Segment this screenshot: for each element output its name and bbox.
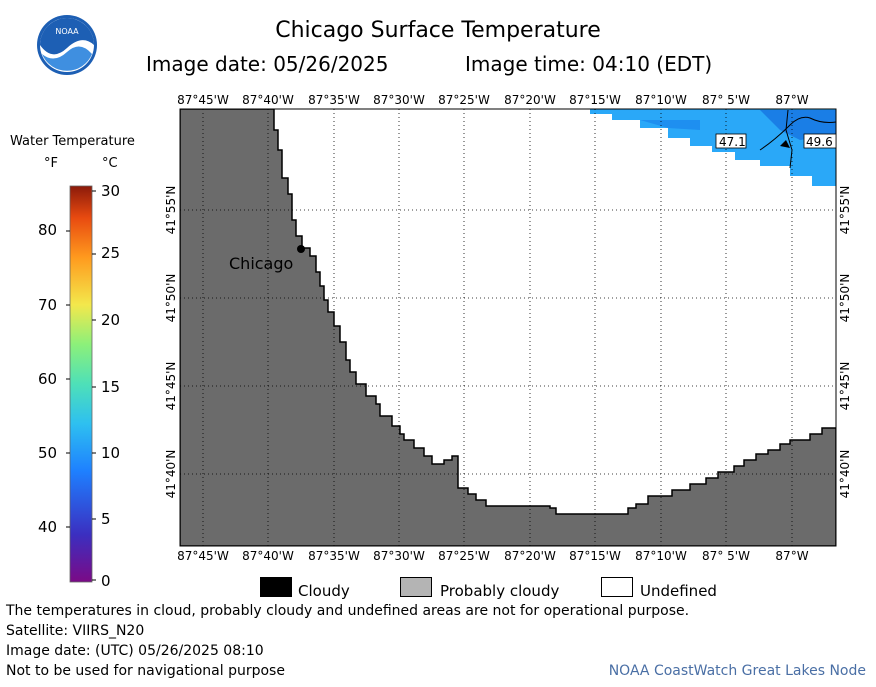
- legend-title: Water Temperature: [10, 134, 135, 149]
- footer-note: The temperatures in cloud, probably clou…: [6, 603, 690, 619]
- lon-label-bottom: 87°25'W: [438, 549, 490, 563]
- lon-label-bottom: 87°10'W: [635, 549, 687, 563]
- key-probably-cloudy-swatch: [400, 577, 432, 597]
- lon-label-bottom: 87°40'W: [242, 549, 294, 563]
- image-date: Image date: 05/26/2025: [146, 52, 389, 76]
- lat-label-left: 41°40'N: [164, 450, 178, 499]
- lon-label-bottom: 87° 5'W: [702, 549, 750, 563]
- legend-c-tick: 20: [101, 311, 121, 329]
- footer-satellite: Satellite: VIIRS_N20: [6, 623, 145, 639]
- lon-label-top: 87°15'W: [569, 93, 621, 107]
- legend-c-tick: 25: [101, 244, 121, 262]
- page-title: Chicago Surface Temperature: [275, 18, 601, 43]
- lat-label-left: 41°55'N: [164, 186, 178, 235]
- lon-label-bottom: 87°20'W: [504, 549, 556, 563]
- temp-label: 47.1: [719, 135, 746, 149]
- temp-label: 49.6: [806, 135, 833, 149]
- lat-label-right: 41°50'N: [838, 274, 852, 323]
- lon-label-top: 87° 5'W: [702, 93, 750, 107]
- lon-label-bottom: 87°15'W: [569, 549, 621, 563]
- lat-label-right: 41°40'N: [838, 450, 852, 499]
- chicago-marker: [297, 245, 305, 253]
- legend-unit-c: °C: [102, 156, 118, 171]
- lon-label-top: 87°30'W: [373, 93, 425, 107]
- footer-nav-warning: Not to be used for navigational purpose: [6, 663, 285, 679]
- legend-c-tick: 0: [101, 572, 111, 590]
- lon-label-bottom: 87°35'W: [308, 549, 360, 563]
- land-area: [180, 109, 836, 546]
- lon-label-bottom: 87°W: [775, 549, 808, 563]
- legend-c-tick: 30: [101, 182, 121, 200]
- image-time: Image time: 04:10 (EDT): [465, 52, 713, 76]
- lat-label-right: 41°55'N: [838, 186, 852, 235]
- legend-f-tick: 50: [38, 444, 58, 462]
- legend-f-tick: 40: [38, 518, 58, 536]
- lon-label-top: 87°20'W: [504, 93, 556, 107]
- legend-f-tick: 60: [38, 370, 58, 388]
- key-undefined-swatch: [601, 577, 633, 597]
- lat-label-left: 41°50'N: [164, 274, 178, 323]
- color-bar: [69, 185, 93, 583]
- legend-c-tick: 5: [101, 510, 111, 528]
- footer-utc-date: Image date: (UTC) 05/26/2025 08:10: [6, 643, 264, 659]
- key-undefined-label: Undefined: [640, 582, 717, 600]
- lon-label-top: 87°45'W: [177, 93, 229, 107]
- key-cloudy-swatch: [260, 577, 292, 597]
- city-label: Chicago: [229, 254, 293, 273]
- sst-region: [590, 109, 836, 186]
- lat-label-left: 41°45'N: [164, 362, 178, 411]
- lon-label-top: 87°10'W: [635, 93, 687, 107]
- logo-text: NOAA: [55, 27, 79, 36]
- lon-label-top: 87°W: [775, 93, 808, 107]
- lon-label-top: 87°40'W: [242, 93, 294, 107]
- lon-label-bottom: 87°30'W: [373, 549, 425, 563]
- key-cloudy-label: Cloudy: [298, 582, 350, 600]
- legend-c-tick: 15: [101, 378, 121, 396]
- lon-label-bottom: 87°45'W: [177, 549, 229, 563]
- legend-c-tick: 10: [101, 444, 121, 462]
- legend-unit-f: °F: [44, 156, 58, 171]
- key-probably-cloudy-label: Probably cloudy: [440, 582, 560, 600]
- legend-f-tick: 70: [38, 296, 58, 314]
- noaa-logo-icon: NOAA: [36, 14, 98, 80]
- lon-label-top: 87°25'W: [438, 93, 490, 107]
- footer-credit: NOAA CoastWatch Great Lakes Node: [608, 663, 866, 679]
- lat-label-right: 41°45'N: [838, 362, 852, 411]
- legend-f-tick: 80: [38, 221, 58, 239]
- lon-label-top: 87°35'W: [308, 93, 360, 107]
